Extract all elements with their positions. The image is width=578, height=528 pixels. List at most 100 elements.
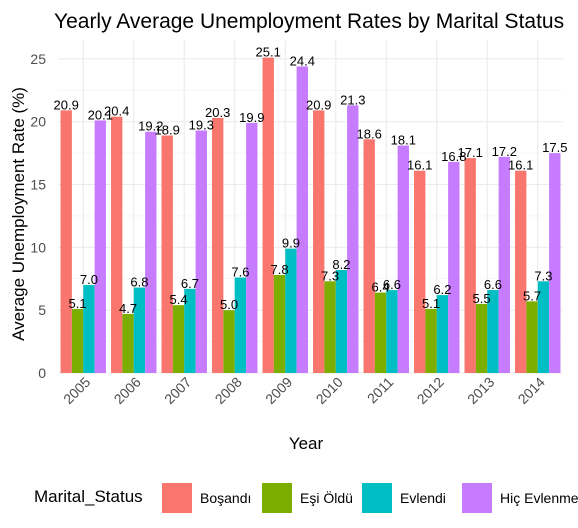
bar-value-label: 17.5 [542,140,567,155]
bar [184,288,196,373]
legend-title: Marital_Status [34,487,143,506]
x-tick-label: 2007 [161,374,194,407]
bar-value-label: 18.1 [391,133,416,148]
bar-value-label: 18.9 [155,123,180,138]
bar [397,145,409,373]
bar-value-label: 7.8 [271,262,289,277]
bar [448,161,460,373]
bar [195,130,207,373]
bar [60,110,72,373]
legend-label: Hiç Evlenmedi [500,490,578,506]
legend-label: Boşandı [200,490,251,506]
bar [498,156,510,373]
x-axis-ticks: 2005 2006 2007 2008 2009 2010 2011 2012 2013 2014 [60,374,548,407]
bar [145,131,157,373]
bar-value-label: 25.1 [256,45,281,60]
x-tick-label: 2008 [212,374,245,407]
bar [122,313,134,373]
legend-swatch [362,483,392,513]
bar-value-label: 5.1 [69,296,87,311]
bar-value-label: 21.3 [340,92,365,107]
bar-value-label: 19.2 [138,119,163,134]
bar-value-label: 19.9 [239,110,264,125]
bar-value-label: 16.1 [407,158,432,173]
bar [161,135,173,373]
bars [60,57,561,374]
bar-value-label: 6.6 [383,277,401,292]
y-axis-ticks: 0 5 10 15 20 25 [30,51,46,381]
bar [475,303,488,373]
x-tick-label: 2010 [313,374,346,407]
bar [487,290,499,373]
bar-value-label: 20.1 [88,107,113,122]
y-tick-label: 10 [30,239,46,255]
bar [223,310,235,373]
bar-value-label: 16.1 [508,158,533,173]
bar-value-label: 7.3 [321,268,339,283]
bar [324,281,336,373]
x-tick-label: 2009 [262,374,295,407]
bar [464,158,476,373]
legend-swatch [262,483,292,513]
bar [94,120,106,373]
bar-value-label: 6.7 [181,276,199,291]
bar [526,301,538,373]
bar-value-label: 9.9 [282,236,300,251]
bar-value-label: 18.6 [357,126,382,141]
bar-value-label: 17.1 [458,145,483,160]
x-tick-label: 2013 [464,374,497,407]
x-tick-label: 2014 [515,374,548,407]
x-axis-label: Year [289,434,324,453]
bar [436,295,449,373]
bar-value-label: 7.6 [231,264,249,279]
y-tick-label: 25 [30,51,46,67]
bar [425,308,437,373]
y-tick-label: 20 [30,114,46,130]
bar-value-label: 20.4 [104,104,129,119]
bar [386,290,398,373]
bar [537,281,550,373]
y-tick-label: 0 [38,365,46,381]
bar [347,105,359,374]
bar-value-label: 5.7 [523,288,541,303]
bar-value-label: 6.6 [484,277,502,292]
bar-value-label: 6.2 [433,282,451,297]
bar-value-label: 7.3 [534,268,552,283]
bar [515,170,527,373]
bar [246,122,258,373]
legend-swatch [462,483,492,513]
bar-value-label: 7.0 [80,272,98,287]
legend-swatch [162,483,192,513]
bar [363,139,375,373]
bar [172,305,185,373]
bar-value-label: 20.9 [54,97,79,112]
bar [335,269,348,373]
x-tick-label: 2012 [414,374,447,407]
bar [212,117,224,374]
bar [234,277,247,373]
bar [273,274,286,373]
bar-value-label: 20.3 [205,105,230,120]
bar-value-label: 4.7 [119,301,137,316]
bar [313,110,325,373]
x-tick-label: 2006 [111,374,144,407]
y-tick-label: 15 [30,177,46,193]
x-tick-label: 2011 [364,374,397,407]
bar-value-label: 5.0 [220,297,238,312]
y-axis-label: Average Unemployment Rate (%) [9,87,28,341]
bar [71,308,84,373]
legend-label: Evlendi [400,490,446,506]
bar-value-label: 5.4 [170,292,188,307]
bar-value-label: 24.4 [290,53,315,68]
bar-value-label: 5.1 [422,296,440,311]
bar-value-label: 6.4 [372,280,390,295]
bar [133,287,146,373]
bar [285,248,297,373]
bar [374,292,387,373]
bar [262,57,274,373]
x-tick-label: 2005 [60,374,93,407]
bar-value-label: 6.8 [130,275,148,290]
y-tick-label: 5 [38,302,46,318]
bar-value-label: 8.2 [332,257,350,272]
